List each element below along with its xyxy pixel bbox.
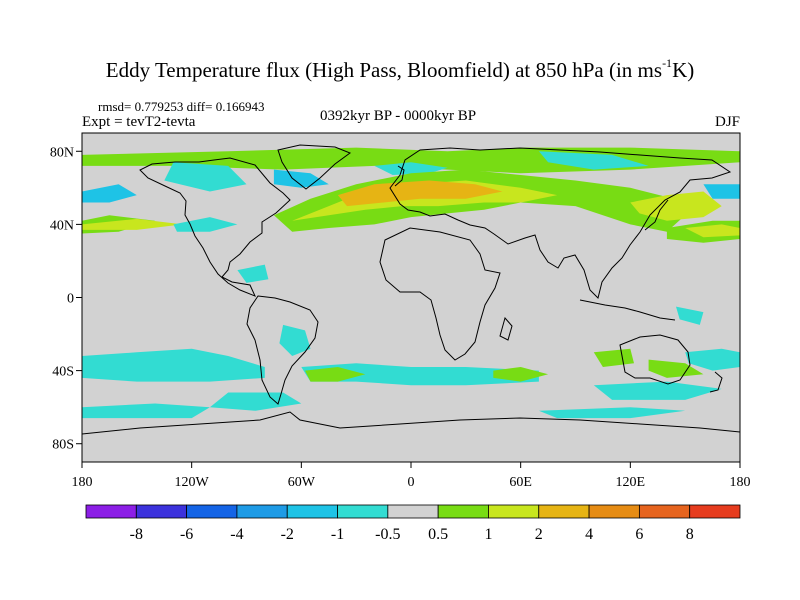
lon-tick-label: 60W — [288, 475, 316, 490]
shaded-region — [82, 218, 183, 230]
shaded-region — [593, 381, 722, 400]
coastline-australia — [619, 334, 691, 385]
lon-tick-label: 0 — [408, 475, 415, 490]
coastline-africa — [379, 227, 501, 361]
colorbar-label: 0.5 — [428, 526, 448, 543]
coastline-south-america — [246, 295, 319, 405]
shaded-region — [676, 306, 704, 325]
colorbar-swatch — [488, 504, 540, 519]
shaded-field — [82, 147, 740, 419]
lon-tick-label: 180 — [730, 475, 751, 490]
shaded-region — [630, 191, 722, 221]
coastline-greenland — [277, 144, 352, 190]
colorbar-swatch — [588, 504, 640, 519]
shaded-region — [82, 348, 265, 382]
shaded-region — [703, 184, 740, 199]
colorbar-label: -1 — [331, 526, 344, 543]
colorbar-label: -0.5 — [375, 526, 400, 543]
stats-text: rmsd= 0.779253 diff= 0.166943 — [98, 99, 265, 114]
colorbar-label: 8 — [686, 526, 694, 543]
season-label: DJF — [714, 114, 740, 130]
shaded-region — [374, 162, 448, 175]
lon-tick-label: 120E — [616, 475, 646, 490]
shaded-region — [301, 363, 539, 386]
latitude-axis: 80N 40N 0 40S 80S — [50, 145, 82, 453]
lat-tick-label: 40N — [50, 218, 74, 233]
colorbar-label: 2 — [535, 526, 543, 543]
experiment-label: Expt = tevT2-tevta — [82, 114, 196, 130]
colorbar-swatch — [135, 504, 188, 519]
coastline-north-america — [139, 157, 291, 297]
colorbar-swatch — [689, 504, 741, 519]
lat-tick-label: 0 — [67, 292, 74, 307]
coastline-japan — [644, 199, 669, 231]
lat-tick-label: 80S — [52, 438, 74, 453]
shaded-region — [685, 348, 740, 371]
coastline-new-zealand — [709, 371, 723, 393]
colorbar-swatch — [437, 504, 489, 519]
colorbar-label: -2 — [281, 526, 294, 543]
colorbar-swatch — [186, 504, 238, 519]
colorbar-label: -4 — [230, 526, 243, 543]
shaded-region — [493, 367, 549, 382]
colorbar-swatch — [538, 504, 590, 519]
colorbar-label: -8 — [130, 526, 143, 543]
shaded-region — [164, 162, 247, 192]
coastline-uk — [394, 165, 405, 187]
period-label: 0392kyr BP - 0000kyr BP — [320, 108, 477, 124]
colorbar-swatch — [337, 504, 389, 519]
shaded-region — [593, 348, 634, 367]
shaded-region — [279, 324, 311, 356]
lat-tick-label: 40S — [52, 365, 74, 380]
coastline-indonesia — [579, 299, 676, 321]
coastline-antarctica — [82, 411, 740, 435]
shaded-region — [337, 180, 503, 207]
coastlines — [82, 144, 740, 435]
colorbar-swatch — [286, 504, 338, 519]
shaded-region — [685, 224, 740, 238]
shaded-region — [305, 367, 366, 382]
shaded-region — [538, 151, 649, 170]
lon-tick-label: 180 — [72, 475, 93, 490]
coastline-eurasia — [389, 147, 732, 299]
colorbar-swatch — [85, 504, 137, 519]
shaded-region — [82, 184, 137, 203]
colorbar-swatch — [387, 504, 439, 519]
colorbar-label: -6 — [180, 526, 193, 543]
shaded-region — [273, 169, 329, 188]
colorbar-swatch — [638, 504, 691, 519]
shaded-region — [82, 403, 210, 419]
lat-tick-label: 80N — [50, 145, 74, 160]
shaded-region — [538, 407, 686, 419]
colorbar-label: 4 — [585, 526, 593, 543]
colorbar-label: 6 — [635, 526, 643, 543]
coastline-madagascar — [499, 316, 513, 341]
longitude-axis: 180 120W 60W 0 60E 120E 180 — [72, 462, 751, 490]
lon-tick-label: 120W — [175, 475, 210, 490]
colorbar-swatch — [236, 504, 288, 519]
shaded-region — [209, 392, 302, 411]
shaded-region — [237, 264, 269, 283]
shaded-region — [648, 359, 704, 378]
colorbar-label: 1 — [484, 526, 492, 543]
colorbar: -8 -6 -4 -2 -1 -0.5 0.5 1 2 4 6 8 — [85, 504, 741, 543]
shaded-region — [173, 217, 238, 232]
map-title: Eddy Temperature flux (High Pass, Bloomf… — [105, 56, 695, 82]
lon-tick-label: 60E — [509, 475, 532, 490]
